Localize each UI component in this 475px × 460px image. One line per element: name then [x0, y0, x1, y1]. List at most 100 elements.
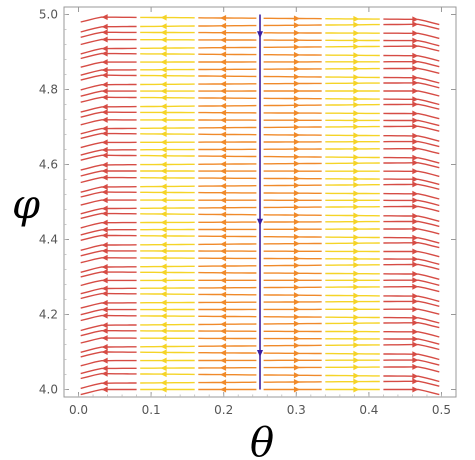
stream-line — [80, 191, 137, 198]
stream-arrow — [160, 152, 167, 159]
stream-line — [140, 345, 195, 348]
stream-line — [80, 257, 137, 264]
stream-arrow — [412, 328, 419, 335]
stream-arrow — [293, 110, 300, 117]
stream-arrow — [353, 212, 360, 219]
stream-arrow — [293, 277, 300, 284]
stream-arrow — [101, 197, 108, 204]
stream-arrow — [353, 320, 360, 327]
stream-arrow — [412, 123, 419, 130]
stream-arrow — [101, 88, 108, 95]
stream-line — [80, 279, 137, 287]
stream-arrow — [160, 59, 167, 66]
stream-line — [80, 250, 137, 257]
stream-line — [383, 103, 440, 110]
stream-arrow — [353, 37, 360, 44]
stream-arrow — [160, 131, 167, 138]
stream-arrow — [101, 277, 108, 284]
stream-arrow — [293, 379, 300, 386]
stream-arrow — [293, 175, 300, 182]
stream-arrow — [101, 50, 108, 57]
stream-line — [383, 388, 440, 396]
stream-line — [383, 45, 440, 52]
stream-arrow — [353, 248, 360, 255]
stream-arrow — [160, 174, 167, 181]
stream-arrow — [160, 306, 167, 313]
stream-line — [198, 265, 257, 267]
stream-arrow — [353, 255, 360, 262]
stream-arrow — [293, 313, 300, 320]
stream-arrow — [220, 182, 227, 189]
plot-area: 0.0 0.1 0.2 0.3 0.4 0.5 4.0 4.2 4.4 4.6 4.8 5.0 — [39, 6, 457, 417]
stream-arrow — [220, 15, 227, 22]
stream-arrow — [101, 125, 108, 132]
stream-arrow — [160, 321, 167, 328]
stream-line — [80, 90, 137, 97]
y-axis-label: φ — [12, 182, 40, 228]
stream-arrow — [293, 298, 300, 305]
stream-arrow — [412, 261, 419, 268]
stream-line — [383, 135, 440, 142]
stream-line — [383, 316, 440, 324]
stream-arrow — [160, 357, 167, 364]
stream-arrow — [220, 335, 227, 342]
stream-arrow — [160, 109, 167, 116]
axes: 0.0 0.1 0.2 0.3 0.4 0.5 4.0 4.2 4.4 4.6 4.8 5.0 — [39, 7, 456, 417]
stream-arrow — [412, 74, 419, 81]
stream-arrow — [160, 269, 167, 276]
stream-arrow — [101, 312, 108, 319]
stream-arrow — [293, 153, 300, 160]
stream-arrow — [412, 181, 419, 188]
stream-line — [383, 258, 440, 265]
stream-arrow — [412, 117, 419, 124]
stream-arrow — [293, 22, 300, 29]
stream-arrow — [220, 36, 227, 43]
stream-arrow — [160, 241, 167, 248]
stream-line — [383, 228, 440, 235]
stream-arrow — [220, 364, 227, 371]
stream-arrow — [160, 349, 167, 356]
stream-arrow — [160, 285, 167, 292]
stream-line — [383, 119, 440, 127]
stream-line — [198, 373, 257, 376]
stream-arrow — [220, 219, 227, 226]
stream-arrow — [353, 277, 360, 284]
stream-arrow — [353, 328, 360, 335]
stream-line — [80, 141, 137, 149]
stream-arrow — [412, 96, 419, 103]
stream-line — [263, 264, 322, 267]
stream-arrow — [101, 357, 108, 364]
stream-arrow — [220, 248, 227, 255]
stream-arrow — [160, 168, 167, 175]
stream-line — [263, 344, 322, 347]
separatrix-arrow — [257, 350, 263, 357]
stream-arrow — [220, 343, 227, 350]
stream-line — [383, 178, 440, 186]
stream-arrow — [101, 205, 108, 212]
stream-arrow — [101, 299, 108, 306]
stream-line — [383, 300, 440, 307]
stream-line — [80, 199, 137, 206]
stream-line — [198, 213, 257, 216]
stream-arrow — [293, 73, 300, 80]
stream-arrow — [160, 386, 167, 393]
stream-arrow — [353, 74, 360, 81]
stream-arrow — [160, 50, 167, 57]
stream-arrow — [293, 102, 300, 109]
stream-line — [383, 61, 440, 68]
stream-arrow — [293, 248, 300, 255]
stream-arrow — [101, 66, 108, 73]
stream-line — [140, 25, 195, 28]
stream-line — [80, 308, 137, 316]
stream-arrow — [160, 189, 167, 196]
stream-arrow — [160, 232, 167, 239]
stream-line — [383, 250, 440, 258]
stream-arrow — [220, 80, 227, 87]
stream-arrow — [101, 36, 108, 43]
stream-line — [383, 279, 440, 286]
stream-arrow — [353, 175, 360, 182]
stream-arrow — [412, 79, 419, 86]
stream-arrow — [293, 44, 300, 51]
stream-arrow — [160, 183, 167, 190]
stream-arrow — [220, 255, 227, 262]
